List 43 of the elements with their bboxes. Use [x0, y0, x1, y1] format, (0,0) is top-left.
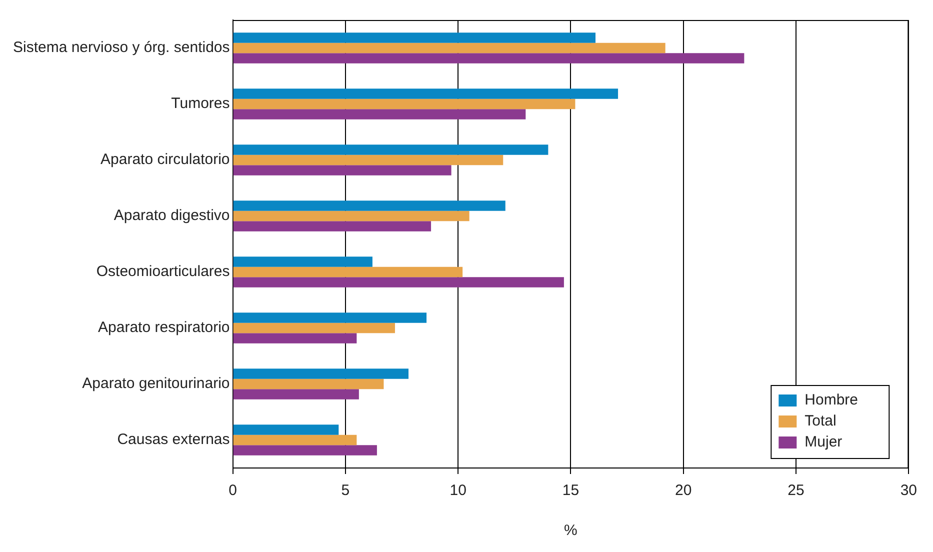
bar	[233, 53, 744, 64]
bar	[233, 42, 666, 54]
bar	[233, 165, 452, 176]
bar	[233, 312, 427, 323]
bar	[233, 277, 564, 288]
bar	[233, 389, 359, 400]
bar	[233, 256, 372, 267]
x-tick-label: 15	[562, 482, 580, 500]
bar	[233, 144, 548, 155]
bar	[233, 210, 470, 222]
bar	[233, 266, 463, 278]
bar	[233, 368, 408, 379]
y-tick-label: Aparato circulatorio	[100, 151, 230, 168]
y-tick-label: Tumores	[171, 95, 230, 112]
bar	[233, 333, 357, 344]
x-tick-label: 25	[788, 482, 804, 500]
bar	[233, 88, 618, 99]
bar	[233, 221, 432, 232]
bar	[233, 322, 395, 334]
legend-label: Mujer	[804, 434, 842, 451]
bar	[233, 445, 377, 456]
x-tick-label: 5	[341, 482, 350, 500]
bar	[233, 109, 526, 120]
bar	[233, 154, 504, 166]
y-tick-label: Aparato genitourinario	[82, 375, 230, 392]
x-tick-label: 10	[450, 482, 466, 500]
legend-label: Hombre	[804, 392, 858, 409]
y-tick-label: Osteomioarticulares	[96, 263, 230, 280]
bar	[233, 424, 339, 435]
bar	[233, 98, 576, 110]
bar	[233, 200, 506, 211]
y-tick-label: Sistema nervioso y órg. sentidos	[12, 39, 230, 56]
x-tick-label: 30	[900, 482, 917, 500]
bar	[233, 434, 357, 446]
bar	[233, 378, 384, 390]
bar	[233, 32, 596, 43]
x-tick-label: 20	[675, 482, 692, 500]
x-tick-label: 0	[228, 482, 237, 500]
x-axis-title: %	[564, 522, 578, 540]
y-tick-label: Aparato respiratorio	[98, 319, 230, 336]
y-tick-label: Aparato digestivo	[114, 207, 230, 224]
legend-label: Total	[804, 412, 836, 430]
y-tick-label: Causas externas	[117, 431, 230, 448]
